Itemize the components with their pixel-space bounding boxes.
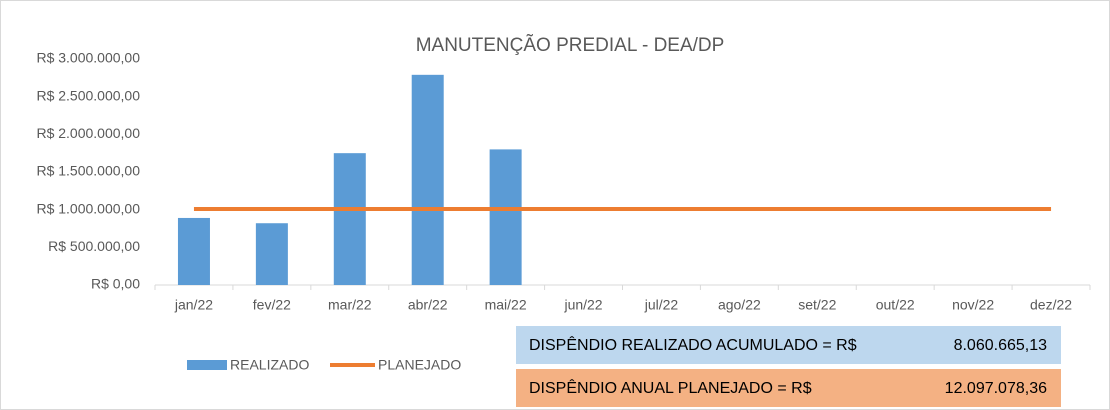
- bar: [177, 217, 210, 285]
- bar: [411, 74, 444, 285]
- annotation-amount: 12.097.078,36: [945, 380, 1047, 397]
- bar: [333, 153, 366, 285]
- x-tick-label: abr/22: [408, 297, 448, 313]
- annotation-label: DISPÊNDIO ANUAL PLANEJADO = R$: [529, 378, 812, 397]
- y-tick-label: R$ 500.000,00: [48, 238, 140, 254]
- y-tick-label: R$ 2.500.000,00: [36, 87, 140, 103]
- annotation-box: [516, 326, 1061, 364]
- x-tick-label: set/22: [798, 297, 836, 313]
- annotation-box: [516, 369, 1061, 407]
- x-tick-label: jan/22: [174, 297, 213, 313]
- legend-label: PLANEJADO: [378, 357, 461, 373]
- legend-label: REALIZADO: [230, 357, 309, 373]
- bar: [255, 223, 288, 285]
- legend-swatch: [187, 360, 227, 370]
- x-tick-label: jun/22: [563, 297, 602, 313]
- x-tick-label: fev/22: [253, 297, 291, 313]
- x-tick-label: mar/22: [328, 297, 372, 313]
- annotation-label: DISPÊNDIO REALIZADO ACUMULADO = R$: [529, 335, 857, 354]
- chart-title: MANUTENÇÃO PREDIAL - DEA/DP: [416, 34, 725, 56]
- annotation-amount: 8.060.665,13: [954, 337, 1048, 354]
- x-tick-label: dez/22: [1030, 297, 1072, 313]
- x-tick-label: out/22: [876, 297, 915, 313]
- y-tick-label: R$ 0,00: [91, 276, 140, 292]
- y-tick-label: R$ 1.000.000,00: [36, 200, 140, 216]
- y-tick-label: R$ 2.000.000,00: [36, 125, 140, 141]
- x-tick-label: mai/22: [485, 297, 527, 313]
- x-tick-label: ago/22: [718, 297, 761, 313]
- x-tick-label: nov/22: [952, 297, 994, 313]
- y-tick-label: R$ 1.500.000,00: [36, 163, 140, 179]
- y-tick-label: R$ 3.000.000,00: [36, 50, 140, 66]
- bar: [489, 149, 522, 285]
- x-tick-label: jul/22: [644, 297, 679, 313]
